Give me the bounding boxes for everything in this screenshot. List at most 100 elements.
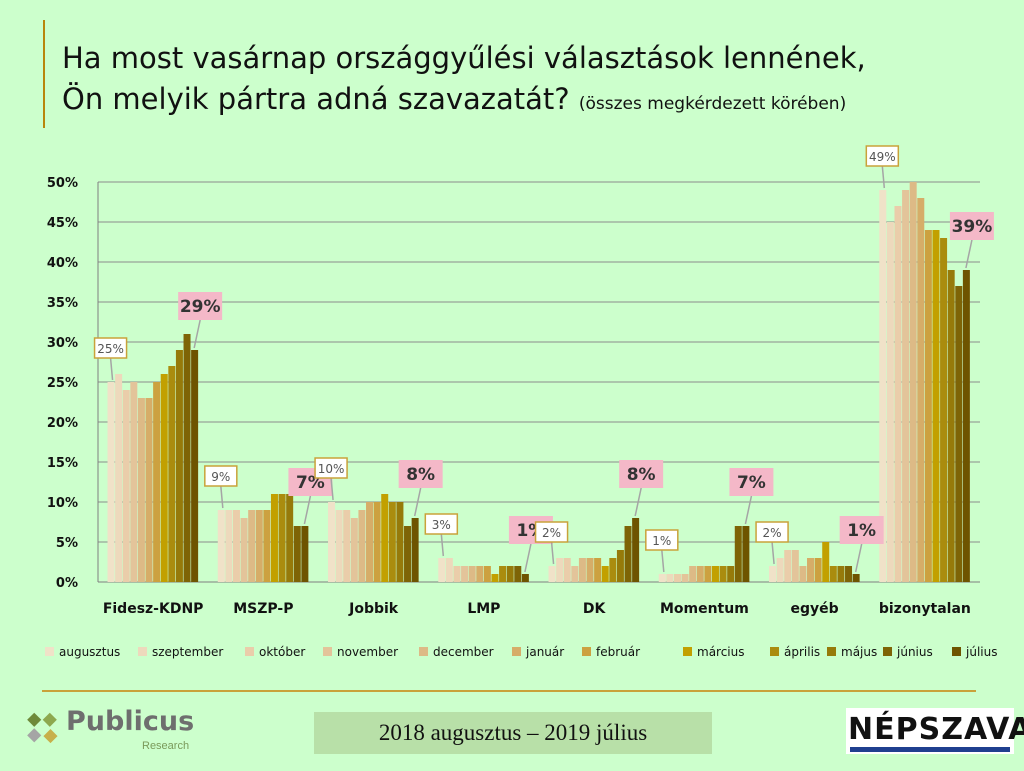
bar (814, 558, 822, 582)
bar (453, 566, 461, 582)
bar (571, 566, 579, 582)
bar (955, 286, 963, 582)
callout-leader (413, 487, 422, 517)
bar (388, 502, 396, 582)
category-label: bizonytalan (879, 601, 971, 617)
callout-leader (661, 549, 665, 573)
bar (411, 518, 419, 582)
callout-box-last (398, 460, 443, 488)
y-tick-label: 50% (47, 176, 78, 191)
legend-swatch (323, 647, 332, 656)
bar (301, 526, 309, 582)
bar (673, 574, 681, 582)
bar (130, 382, 138, 582)
callout-box-last (949, 212, 994, 240)
bar (225, 510, 233, 582)
bar (578, 558, 586, 582)
category-label: MSZP-P (233, 601, 293, 617)
bar (784, 550, 792, 582)
legend-swatch (582, 647, 591, 656)
bar (879, 190, 887, 582)
callout-leader (440, 533, 445, 557)
legend-swatch (770, 647, 779, 656)
bar (727, 566, 735, 582)
bar (373, 502, 381, 582)
bar (145, 398, 153, 582)
bar (624, 526, 632, 582)
period-label: 2018 augusztus – 2019 július (314, 712, 712, 754)
callout-leader (193, 319, 201, 349)
callout-box-first (865, 145, 900, 167)
bar (837, 566, 845, 582)
legend-swatch (45, 647, 54, 656)
bar (506, 566, 514, 582)
callout-box-last (178, 292, 223, 320)
bar (704, 566, 712, 582)
bar (366, 502, 374, 582)
y-tick-label: 15% (47, 456, 78, 471)
bar (696, 566, 704, 582)
callout-box-last (729, 468, 774, 496)
category-label: Fidesz-KDNP (103, 601, 204, 617)
bar (852, 574, 860, 582)
legend-label: június (896, 645, 933, 659)
bar (609, 558, 617, 582)
bar (122, 390, 130, 582)
bar (153, 382, 161, 582)
callout-leader (109, 357, 114, 381)
category-label: Jobbik (348, 601, 399, 617)
callout-box-first (755, 521, 789, 543)
bar (556, 558, 564, 582)
legend-label: április (784, 645, 820, 659)
category-label: LMP (467, 601, 500, 617)
bar (476, 566, 484, 582)
bar (293, 526, 301, 582)
category-label: DK (583, 601, 607, 617)
callout-leader (550, 541, 555, 565)
callout-leader (634, 487, 642, 517)
page-title: Ha most vasárnap országgyűlési választás… (62, 38, 866, 125)
bar (240, 518, 248, 582)
bar (461, 566, 469, 582)
bar (902, 190, 910, 582)
callout-box-first (314, 457, 348, 479)
callout-box-first (534, 521, 569, 543)
bar (286, 494, 294, 582)
bar (601, 566, 609, 582)
callout-leader (220, 485, 224, 509)
y-tick-label: 5% (56, 536, 78, 551)
bar (396, 502, 404, 582)
legend-label: november (337, 645, 398, 659)
bar (255, 510, 263, 582)
nepszava-bar (850, 747, 1010, 752)
category-label: Momentum (660, 601, 749, 617)
legend-label: december (433, 645, 494, 659)
bar (666, 574, 674, 582)
bar (962, 270, 970, 582)
y-tick-label: 10% (47, 496, 78, 511)
y-tick-label: 20% (47, 416, 78, 431)
bar (168, 366, 176, 582)
legend-swatch (827, 647, 836, 656)
bar (894, 206, 902, 582)
publicus-logo-mark (27, 712, 58, 744)
bar (632, 518, 640, 582)
bar (807, 558, 815, 582)
bar (438, 558, 446, 582)
callout-value-first: 1% (652, 534, 671, 548)
bar (191, 350, 199, 582)
legend-swatch (138, 647, 147, 656)
callout-leader (744, 495, 753, 525)
callout-value-last: 8% (406, 465, 435, 485)
bar (799, 566, 807, 582)
bar (137, 398, 145, 582)
y-tick-label: 30% (47, 336, 78, 351)
bar (343, 510, 351, 582)
bar (909, 182, 917, 582)
bar (681, 574, 689, 582)
y-tick-label: 35% (47, 296, 78, 311)
callout-value-last: 1% (847, 521, 876, 541)
bar (358, 510, 366, 582)
y-tick-label: 0% (56, 576, 78, 591)
bar (742, 526, 750, 582)
